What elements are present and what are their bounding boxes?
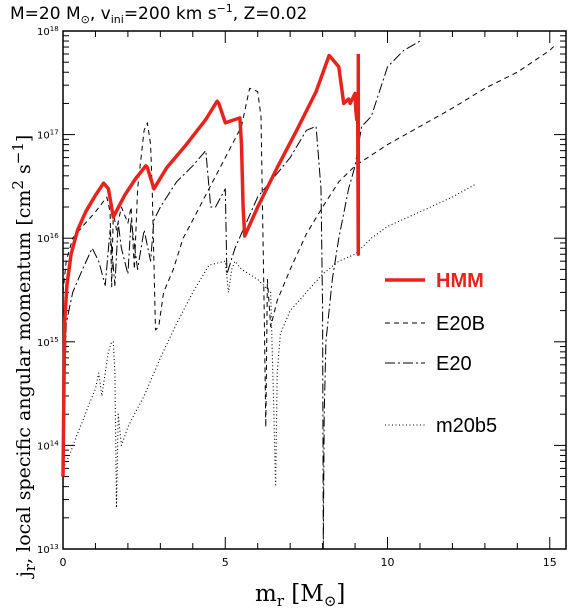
legend: HMM E20B E20 m20b5 bbox=[385, 270, 497, 437]
y-tick-label: 1015 bbox=[37, 336, 59, 349]
y-axis-label: jr, local specific angular momentum [cm2… bbox=[9, 135, 39, 579]
x-tick-label: 5 bbox=[222, 556, 229, 569]
x-tick-label: 15 bbox=[543, 556, 557, 569]
y-tick-label: 1016 bbox=[37, 232, 59, 245]
y-tick-label: 1014 bbox=[37, 439, 59, 452]
series-layer bbox=[61, 40, 557, 550]
series-e20-line bbox=[62, 40, 421, 550]
series-m20b5-line bbox=[62, 184, 476, 509]
legend-hmm-label: HMM bbox=[436, 270, 484, 292]
chart-title: M=20 M⊙, vini=200 km s−1, Z=0.02 bbox=[10, 2, 307, 26]
axis-ticks bbox=[62, 30, 566, 550]
plot-frame bbox=[62, 30, 567, 550]
legend-m20b5-label: m20b5 bbox=[436, 415, 497, 437]
series-hmm-line bbox=[61, 53, 361, 477]
x-axis-label: mr [M⊙] bbox=[255, 581, 345, 610]
y-tick-labels: 1013 1014 1015 1016 1017 1018 bbox=[37, 25, 59, 556]
y-tick-label: 1013 bbox=[37, 543, 59, 556]
series-e20b-line bbox=[62, 43, 557, 428]
y-tick-label: 1018 bbox=[37, 25, 59, 38]
legend-e20-label: E20 bbox=[436, 353, 472, 375]
x-tick-label: 10 bbox=[381, 556, 395, 569]
legend-e20b-label: E20B bbox=[436, 313, 485, 335]
x-tick-labels: 0 5 10 15 bbox=[60, 556, 557, 569]
x-tick-label: 0 bbox=[60, 556, 67, 569]
y-tick-label: 1017 bbox=[37, 129, 59, 142]
